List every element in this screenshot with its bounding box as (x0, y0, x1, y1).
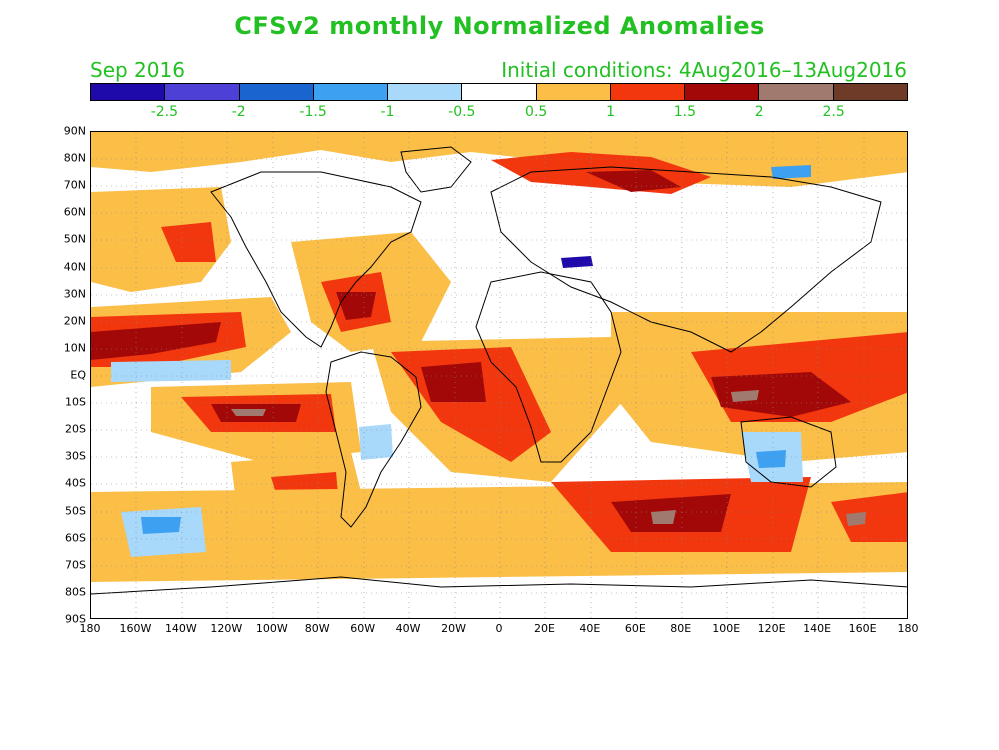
colorbar-tick-label: -2 (231, 104, 246, 120)
longitude-label: 120W (210, 622, 243, 635)
anomaly-region-arctic-siberia-core (586, 170, 681, 192)
latitude-label: 90S (65, 612, 86, 626)
latitude-label: 60S (65, 531, 86, 545)
latitude-label: 80S (65, 585, 86, 599)
anomaly-region-southern-ocean-east-peak (846, 512, 866, 526)
colorbar-swatch (833, 84, 907, 100)
colorbar-swatch (91, 84, 166, 100)
anomaly-region-tropical-atlantic-core (421, 362, 486, 402)
longitude-label: 40E (579, 622, 601, 635)
anomaly-map (90, 131, 908, 619)
anomaly-fields (91, 132, 907, 618)
coastline-africa (475, 271, 622, 463)
longitude-label: 20E (533, 622, 555, 635)
longitude-label: 60E (624, 622, 646, 635)
colorbar-tick-label: -1.5 (299, 104, 327, 120)
longitude-label: 80E (670, 622, 692, 635)
longitude-label: 60W (350, 622, 376, 635)
anomaly-region-cold-arctic-siberia (771, 165, 811, 179)
colorbar-swatch (685, 84, 760, 100)
colorbar-swatch (313, 84, 389, 100)
coastline-antarctica (91, 576, 907, 595)
anomaly-region-east-pacific-peak (231, 409, 266, 416)
colorbar-swatch (610, 84, 686, 100)
coastlines (91, 146, 907, 595)
colorbar-tick-label: 0.5 (525, 104, 548, 120)
latitude-label: 50S (65, 504, 86, 518)
colorbar-tick-label: -1 (380, 104, 395, 120)
latitude-label: 10S (65, 395, 86, 409)
longitude-label: 140W (164, 622, 197, 635)
longitude-label: 100E (712, 622, 741, 635)
anomaly-region-warm-pool-core (711, 372, 851, 417)
latitude-label: 20N (63, 314, 86, 328)
longitude-label: 40W (395, 622, 421, 635)
longitude-label: 0 (495, 622, 503, 635)
anomaly-region-southern-ocean-east (831, 492, 907, 542)
colorbar-tick-label: -0.5 (448, 104, 476, 120)
coastline-south-america (325, 351, 422, 528)
colorbar-swatch (239, 84, 314, 100)
anomaly-region-southern-ocean-peak (651, 510, 676, 524)
colorbar-swatch (388, 84, 463, 100)
colorbar-legend (90, 83, 908, 101)
longitude-label: 160W (119, 622, 152, 635)
anomaly-region-cold-east-pacific (111, 360, 231, 382)
latitude-label: 40S (65, 476, 86, 490)
coastline-greenland (400, 146, 472, 193)
forecast-month-label: Sep 2016 (90, 58, 185, 82)
anomaly-region-antarctic (91, 577, 907, 618)
coastline-north-america (210, 171, 422, 348)
longitude-label: 180 (897, 622, 919, 635)
latitude-label: 20S (65, 422, 86, 436)
latitude-label: 90N (63, 124, 86, 138)
colorbar-tick-label: -2.5 (150, 104, 179, 120)
anomaly-region-np-subtropical-core (91, 322, 221, 360)
chart-title: CFSv2 monthly Normalized Anomalies (234, 12, 765, 40)
anomaly-region-cold-australia-core (756, 450, 786, 468)
colorbar-tick-label: 2 (754, 104, 764, 120)
latitude-label: 80N (63, 151, 86, 165)
colorbar-tick-label: 2.5 (822, 104, 845, 120)
colorbar-swatch (165, 84, 240, 100)
anomaly-region-warm-pool-peak (731, 390, 759, 402)
colorbar-tick-label: 1.5 (673, 104, 697, 120)
latitude-label: 50N (63, 232, 86, 246)
anomaly-region-north-pacific-strong (161, 222, 216, 262)
longitude-label: 120E (757, 622, 786, 635)
longitude-label: 20W (441, 622, 466, 635)
initial-conditions-label: Initial conditions: 4Aug2016–13Aug2016 (501, 58, 907, 82)
anomaly-map-svg (91, 132, 907, 618)
colorbar-tick-label: 1 (606, 104, 615, 120)
longitude-label: 80W (304, 622, 330, 635)
latitude-label: 60N (63, 205, 86, 219)
latitude-label: EQ (70, 368, 86, 382)
colorbar-swatch (536, 84, 611, 100)
anomaly-region-north-atlantic-core (336, 292, 376, 320)
anomaly-region-cold-black-sea (561, 256, 593, 268)
latitude-label: 10N (63, 341, 86, 355)
latitude-label: 70N (63, 178, 86, 192)
longitude-label: 180 (79, 622, 101, 635)
longitude-label: 160E (848, 622, 877, 635)
anomaly-region-cold-south-pacific-core (141, 517, 181, 534)
latitude-label: 40N (63, 260, 86, 274)
latitude-label: 30S (65, 449, 86, 463)
colorbar-labels: -2.5 -2 -1.5 -1 -0.5 0.5 1 1.5 2 2.5 (90, 104, 908, 120)
colorbar-swatch (462, 84, 537, 100)
longitude-label: 100W (255, 622, 288, 635)
latitude-label: 70S (65, 558, 86, 572)
colorbar-swatch (759, 84, 834, 100)
longitude-label: 140E (803, 622, 832, 635)
coastline-australia (740, 416, 837, 488)
anomaly-region-cold-south-america (359, 424, 393, 460)
coastline-europe-asia (490, 166, 882, 353)
latitude-label: 30N (63, 287, 86, 301)
